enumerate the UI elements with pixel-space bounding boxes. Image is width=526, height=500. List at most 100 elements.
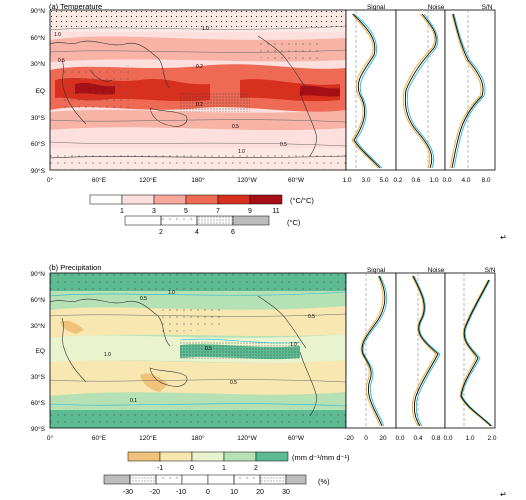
noise-curve-cyan	[406, 13, 439, 169]
lat-axis: 90°N 60°N 30°N EQ 30°S 60°S 90°S	[30, 270, 45, 433]
contour-label: 0.2	[196, 64, 203, 70]
colorbar-label: 1	[222, 465, 226, 472]
panel-title: (a) Temperature	[49, 2, 102, 11]
colorbar-label: 1	[120, 208, 124, 215]
lat-tick-label: 60°N	[30, 296, 45, 304]
sn-curve-black	[451, 13, 484, 169]
panel-title: (b) Precipitation	[49, 263, 102, 272]
profile-frame-signal	[345, 9, 397, 171]
signal-curve-black	[361, 275, 386, 427]
return-mark: ↵	[500, 490, 507, 499]
profile-tick: 0.0	[442, 177, 451, 184]
stipple-units: (%)	[318, 477, 330, 486]
temperature-map	[50, 10, 346, 170]
noise-curve-orange	[402, 13, 436, 169]
contour-label: 1.0	[104, 352, 111, 358]
colorbar-label: -1	[157, 465, 163, 472]
colorbar-label: 2	[254, 465, 258, 472]
colorbar-units: (mm d⁻¹/mm d⁻¹)	[292, 453, 350, 462]
profile-title-signal: Signal	[367, 267, 386, 274]
stipple-label: -20	[150, 489, 160, 496]
lat-tick-label: 30°S	[31, 373, 46, 381]
profile-frame-sn	[444, 272, 496, 429]
lat-tick-label: 30°S	[31, 114, 46, 122]
lon-axis: 0° 60°E 120°E 180° 120°W 60°W	[47, 434, 305, 442]
profile-panels: Signal Noise S/N 1.0 3.0 5.0 0.2 0.6	[342, 4, 496, 184]
contour-label: 0.1	[130, 398, 137, 404]
contour-label: 1.0	[168, 290, 175, 296]
stipple-label: 20	[256, 489, 264, 496]
profile-tick: 3.0	[361, 177, 370, 184]
profile-title-noise: Noise	[428, 267, 445, 274]
colorbar-label: 9	[248, 208, 252, 215]
contour-label: 1.0	[290, 342, 297, 348]
lon-tick-label: 120°E	[139, 176, 157, 184]
lat-tick-label: 90°S	[31, 425, 46, 433]
stipple-label: -10	[176, 489, 186, 496]
profile-tick: 5.0	[379, 177, 388, 184]
contour-label: 1.0	[202, 26, 209, 32]
lon-tick-label: 120°W	[237, 176, 257, 184]
profile-tick: -20	[344, 435, 354, 442]
stipple-label: 2	[159, 229, 163, 236]
lon-tick-label: 60°E	[92, 434, 107, 442]
lat-tick-label: 60°N	[30, 34, 45, 42]
colorbar-units: (°C/°C)	[290, 196, 314, 205]
noise-curve-orange	[411, 275, 437, 427]
colorbar-label: 0	[190, 465, 194, 472]
lon-tick-label: 0°	[47, 434, 54, 442]
lat-tick-label: 60°S	[31, 140, 46, 148]
lat-axis: 90°N 60°N 30°N EQ 30°S 60°S 90°S	[30, 7, 45, 175]
profile-tick: 1.0	[465, 435, 474, 442]
colorbar-label: 3	[152, 208, 156, 215]
profile-panels: Signal Noise S/N -20 0 20 0.0 0.4 0.	[344, 267, 497, 442]
contour-label: 0.5	[205, 346, 212, 352]
lon-tick-label: 180°	[191, 176, 205, 184]
noise-curve-cyan	[413, 275, 441, 427]
return-mark: ↵	[500, 233, 507, 242]
profile-title-sn: S/N	[485, 267, 496, 274]
sn-curve-cyan	[461, 279, 493, 427]
profile-tick: 0.8	[431, 435, 440, 442]
profile-tick: 0.0	[395, 435, 404, 442]
lon-tick-label: 120°E	[139, 434, 157, 442]
signal-curve-cyan	[362, 275, 388, 427]
lon-tick-label: 60°W	[288, 434, 305, 442]
contour-labels: 0.5 1.0 0.5 1.0 0.5 0.1 0.5 1.0	[104, 290, 315, 404]
stipple-label: 6	[231, 229, 235, 236]
sn-curve-black	[460, 279, 492, 427]
colorbar-precipitation: -1 0 1 2 (mm d⁻¹/mm d⁻¹)	[127, 451, 350, 472]
signal-curve-orange	[351, 13, 379, 169]
sn-curve-orange	[449, 13, 482, 169]
profile-frame-signal	[345, 272, 397, 429]
panel-precipitation: (b) Precipitation	[30, 263, 506, 499]
lat-tick-label: 90°N	[30, 270, 45, 278]
lon-tick-label: 180°	[191, 434, 205, 442]
lon-axis: 0° 60°E 120°E 180° 120°W 60°W	[47, 176, 305, 184]
profile-tick: 0.0	[443, 435, 452, 442]
lat-tick-label: EQ	[36, 348, 45, 355]
profile-title-noise: Noise	[428, 4, 445, 11]
profile-frame-noise	[395, 9, 446, 171]
stipple-label: 0	[206, 489, 210, 496]
profile-frame-noise	[395, 272, 446, 429]
noise-curve-black	[412, 275, 439, 427]
profile-tick: 0.2	[393, 177, 402, 184]
profile-title-sn: S/N	[482, 4, 493, 11]
lat-tick-label: 30°N	[30, 322, 45, 330]
contour-label: 1.0	[238, 149, 245, 155]
profile-tick: 0.6	[411, 177, 420, 184]
contour-label: 0.5	[232, 124, 239, 130]
contour-label: 0.5	[230, 380, 237, 386]
profile-title-signal: Signal	[367, 4, 386, 11]
signal-curve-orange	[360, 275, 384, 427]
colorbar-temperature: 1 3 5 7 9 11 (°C/°C)	[89, 194, 314, 215]
lat-tick-label: 90°N	[30, 7, 45, 15]
profile-tick: 4.0	[461, 177, 470, 184]
stipple-label: 30	[282, 489, 290, 496]
profile-tick: 1.0	[342, 177, 351, 184]
contour-label: 0.5	[308, 314, 315, 320]
colorbar-label: 5	[184, 208, 188, 215]
stipple-units: (°C)	[287, 218, 301, 227]
